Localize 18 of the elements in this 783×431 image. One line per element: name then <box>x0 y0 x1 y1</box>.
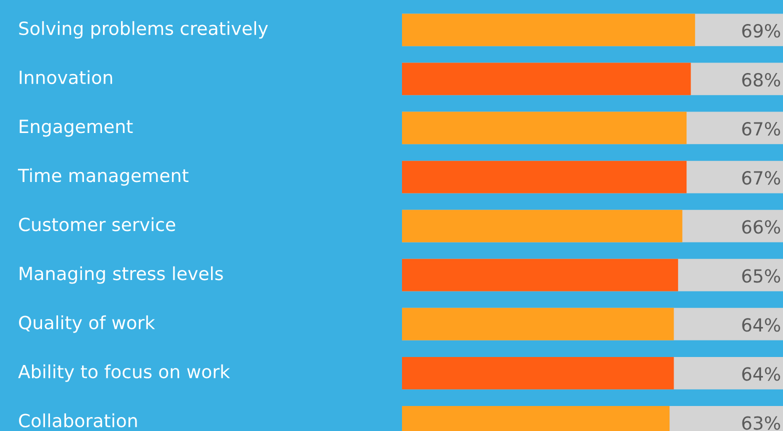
data-label: 67% <box>742 122 780 136</box>
y-tick-label: Quality of work <box>19 315 156 333</box>
y-tick-label: Innovation <box>20 70 112 84</box>
y-tick-label: Customer service <box>19 217 176 232</box>
y-tick-label: Managing stress levels <box>20 266 223 284</box>
data-label: 64% <box>742 367 780 381</box>
y-tick-label: Engagement <box>20 120 133 137</box>
data-label: 68% <box>742 72 780 87</box>
y-tick-label: Collaboration <box>19 413 137 428</box>
data-label: 69% <box>742 24 780 38</box>
y-tick-label: Time management <box>18 168 188 186</box>
data-label: 64% <box>742 318 780 332</box>
y-tick-label: Solving problems creatively <box>19 21 268 39</box>
y-tick-label: Ability to focus on work <box>18 364 230 382</box>
data-label: 63% <box>742 416 780 430</box>
data-label: 66% <box>742 220 780 234</box>
data-label: 65% <box>742 269 780 283</box>
data-label: 67% <box>742 171 780 185</box>
